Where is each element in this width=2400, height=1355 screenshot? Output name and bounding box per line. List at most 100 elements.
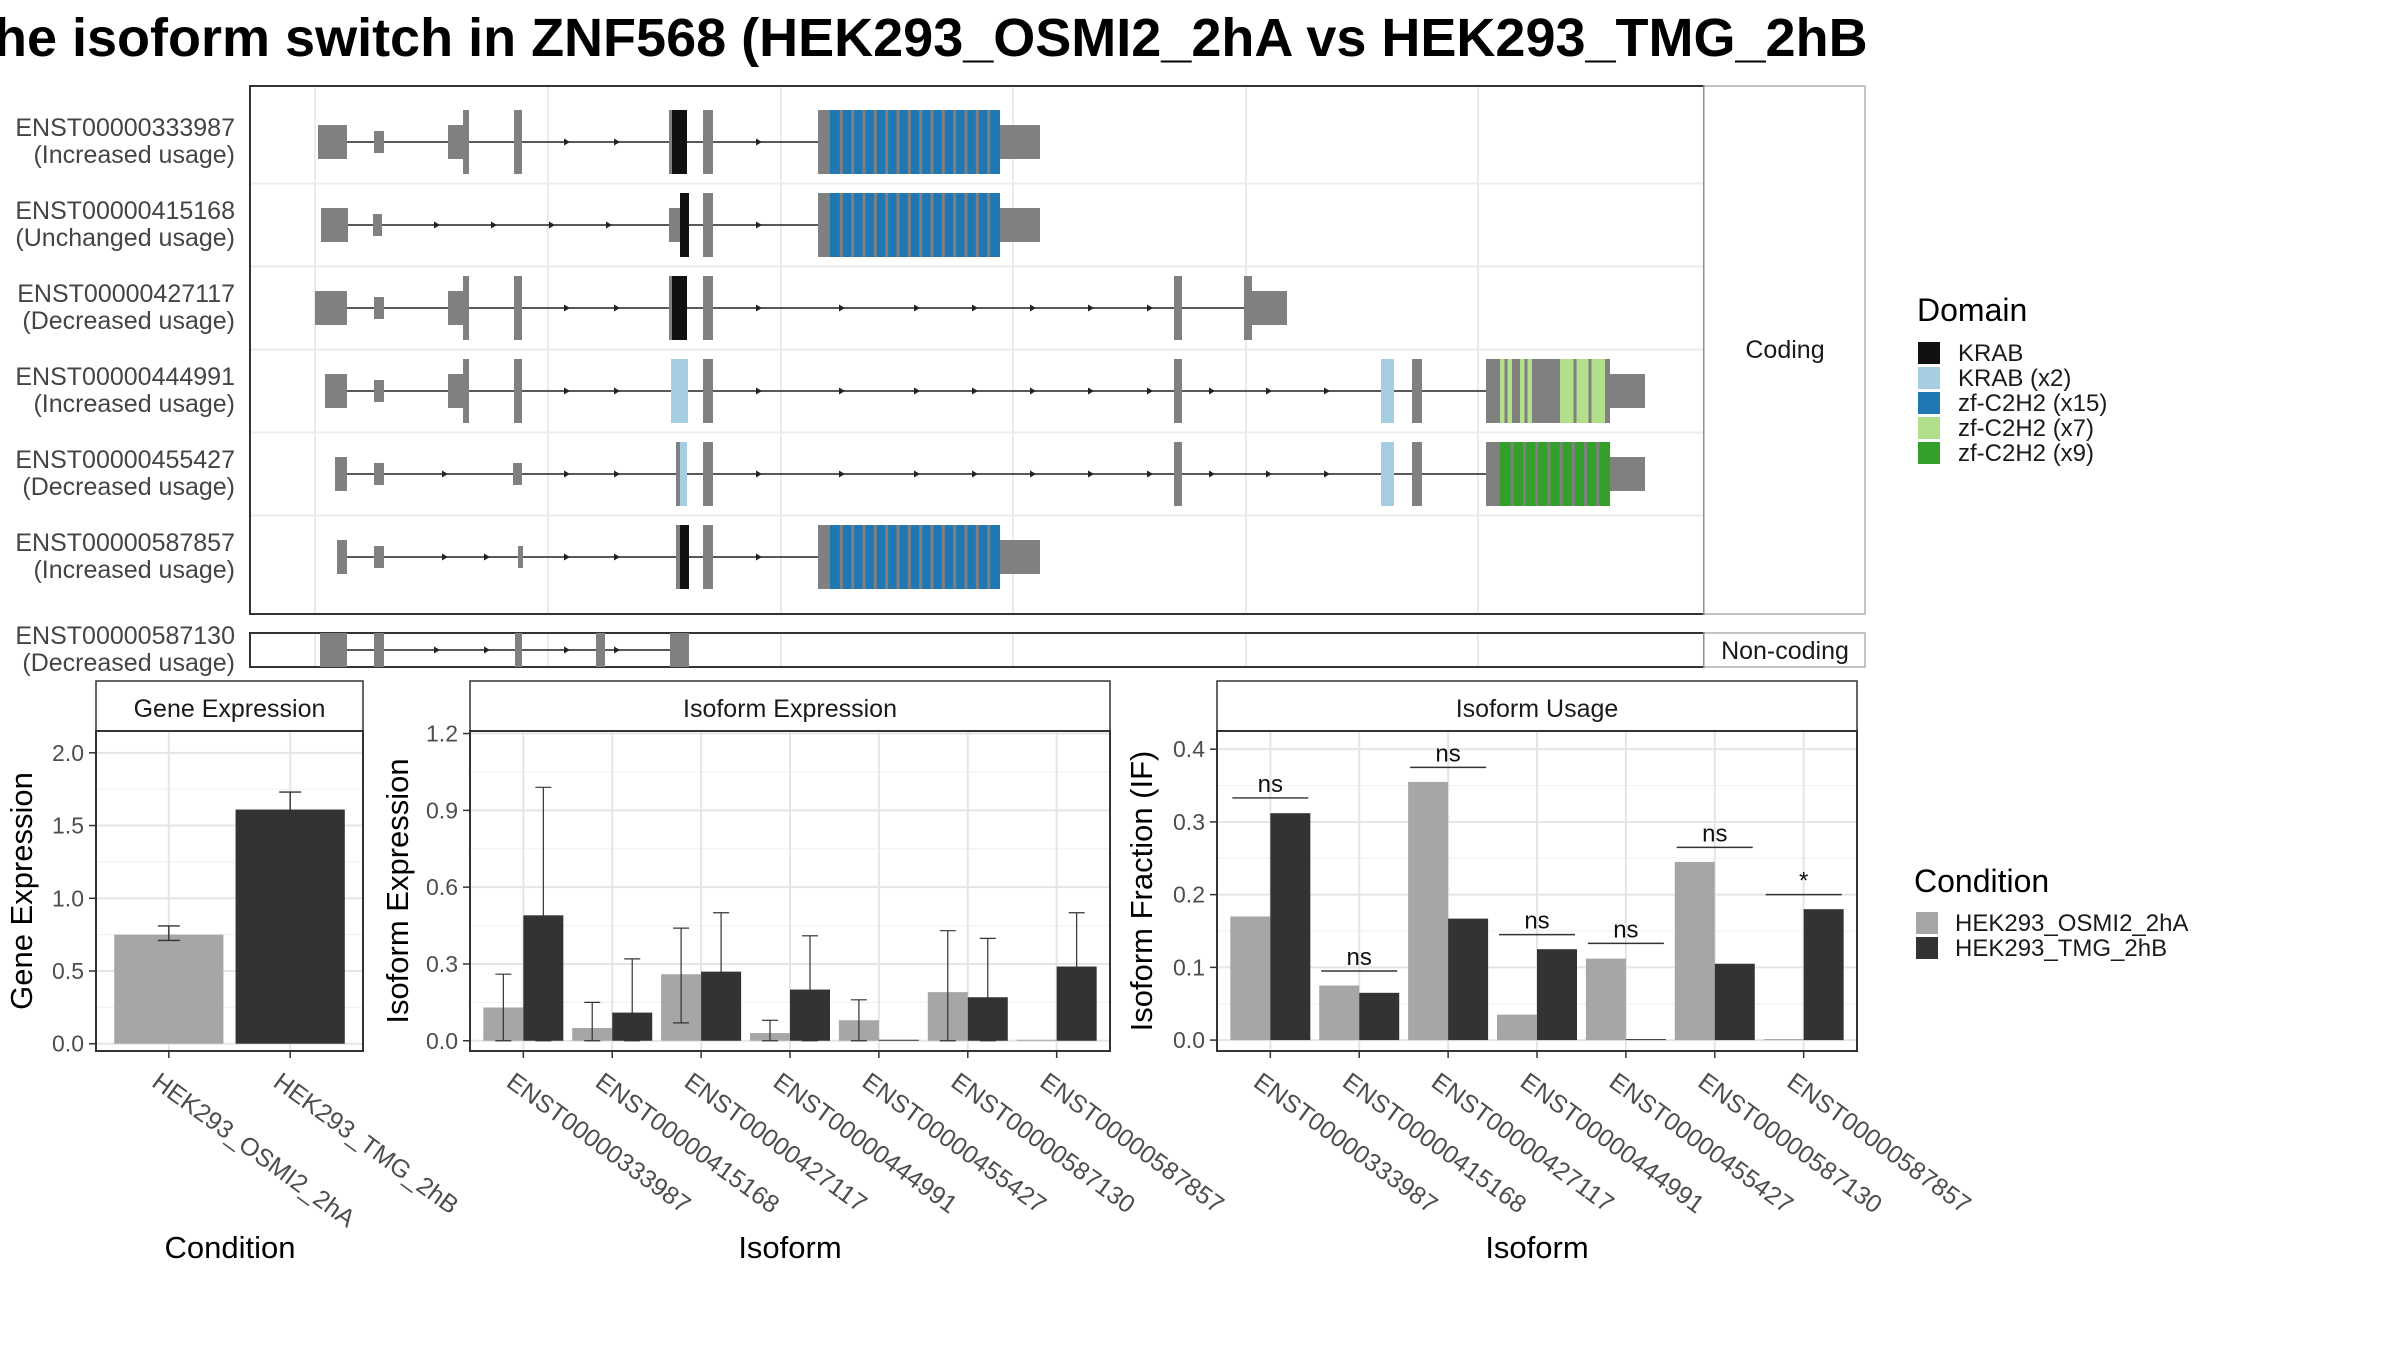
exon-block (818, 525, 830, 589)
panel-strip (1216, 680, 1858, 732)
exon-block (1000, 125, 1040, 159)
strand-arrow-icon (1030, 387, 1036, 395)
strand-arrow-icon (1088, 470, 1094, 478)
strand-arrow-icon (839, 470, 845, 478)
transcript-model (320, 633, 689, 667)
strand-arrow-icon (484, 553, 490, 561)
x-axis-title: Condition (165, 1230, 296, 1265)
chart-panel: Isoform Expression0.00.30.60.91.2ENST000… (380, 680, 1229, 1265)
strand-arrow-icon (756, 470, 762, 478)
strand-arrow-icon (1209, 470, 1215, 478)
y-tick-label: 0.5 (52, 958, 84, 984)
bar (1625, 1039, 1666, 1041)
exon-block (596, 633, 605, 667)
strand-arrow-icon (442, 470, 448, 478)
exon-block (374, 131, 384, 153)
strand-arrow-icon (1147, 470, 1153, 478)
strand-arrow-icon (614, 304, 620, 312)
condition-legend-key (1916, 937, 1938, 959)
exon-block (374, 380, 384, 402)
exon-block (703, 110, 713, 174)
bar (1359, 992, 1400, 1041)
transcript-model (325, 359, 1645, 423)
exon-block (669, 208, 680, 242)
bar (1714, 963, 1755, 1041)
exon-block (448, 374, 463, 408)
y-tick-label: 1.5 (52, 813, 84, 839)
exon-block (518, 546, 523, 568)
domain-block (830, 110, 1000, 174)
domain-legend-key (1918, 367, 1940, 389)
figure-title: he isoform switch in ZNF568 (HEK293_OSMI… (0, 8, 1868, 68)
strand-arrow-icon (839, 304, 845, 312)
bar (1803, 909, 1844, 1041)
domain-block (1381, 442, 1394, 506)
exon-block (1412, 442, 1422, 506)
exon-block (669, 276, 672, 340)
significance-label: ns (1702, 820, 1727, 847)
exon-block (1174, 359, 1182, 423)
transcript-model (318, 110, 1040, 174)
transcript-id-label: ENST00000587857 (15, 529, 235, 557)
significance-label: * (1799, 868, 1808, 895)
transcript-id-label: ENST00000415168 (15, 197, 235, 225)
strand-arrow-icon (1088, 304, 1094, 312)
bar (1537, 949, 1577, 1041)
condition-legend-label: HEK293_TMG_2hB (1955, 935, 2167, 962)
domain-legend-label: zf-C2H2 (x9) (1958, 440, 2094, 467)
exon-block (515, 633, 522, 667)
strand-arrow-icon (914, 304, 920, 312)
transcript-model (335, 442, 1645, 506)
transcript-usage-label: (Unchanged usage) (15, 224, 235, 252)
exon-block (1610, 457, 1645, 491)
domain-block (830, 525, 1000, 589)
strand-arrow-icon (442, 553, 448, 561)
domain-legend-label: zf-C2H2 (x15) (1958, 390, 2107, 417)
domain-legend-key (1918, 342, 1940, 364)
domain-block (1381, 359, 1394, 423)
exon-block (1610, 374, 1645, 408)
strand-arrow-icon (564, 470, 570, 478)
domain-block (1500, 442, 1610, 506)
condition-legend-title: Condition (1914, 863, 2049, 899)
domain-block (1560, 359, 1605, 423)
bar (114, 934, 224, 1044)
exon-block (676, 442, 680, 506)
strand-arrow-icon (606, 221, 612, 229)
transcript-model (337, 525, 1040, 589)
exon-block (374, 633, 384, 667)
strand-arrow-icon (434, 221, 440, 229)
exon-block (514, 110, 522, 174)
strand-arrow-icon (1324, 470, 1330, 478)
y-axis-title: Gene Expression (4, 772, 39, 1010)
strand-arrow-icon (972, 387, 978, 395)
exon-block (703, 193, 713, 257)
strand-arrow-icon (756, 138, 762, 146)
bar (1497, 1014, 1537, 1041)
strand-arrow-icon (972, 304, 978, 312)
bar (1270, 813, 1311, 1041)
exon-block (463, 359, 469, 423)
significance-label: ns (1524, 908, 1549, 935)
exon-block (321, 208, 348, 242)
y-axis-title: Isoform Fraction (IF) (1124, 751, 1159, 1032)
coding-strip-label: Coding (1745, 336, 1824, 364)
exon-block (374, 546, 384, 568)
strand-arrow-icon (1030, 304, 1036, 312)
exon-block (514, 276, 522, 340)
domain-block (680, 442, 687, 506)
strand-arrow-icon (614, 387, 620, 395)
exon-block (1605, 359, 1610, 423)
y-tick-label: 0.3 (1173, 809, 1205, 835)
transcript-model (321, 193, 1040, 257)
strand-arrow-icon (1147, 304, 1153, 312)
bar (1763, 1039, 1804, 1041)
plot-border (95, 730, 364, 1052)
domain-legend-label: KRAB (x2) (1958, 365, 2071, 392)
strand-arrow-icon (972, 470, 978, 478)
bar (1448, 918, 1489, 1041)
transcript-structure-plot: CodingNon-codingENST00000333987(Increase… (15, 85, 1866, 677)
transcript-usage-label: (Decreased usage) (22, 649, 235, 677)
strand-arrow-icon (914, 387, 920, 395)
exon-block (1244, 276, 1252, 340)
